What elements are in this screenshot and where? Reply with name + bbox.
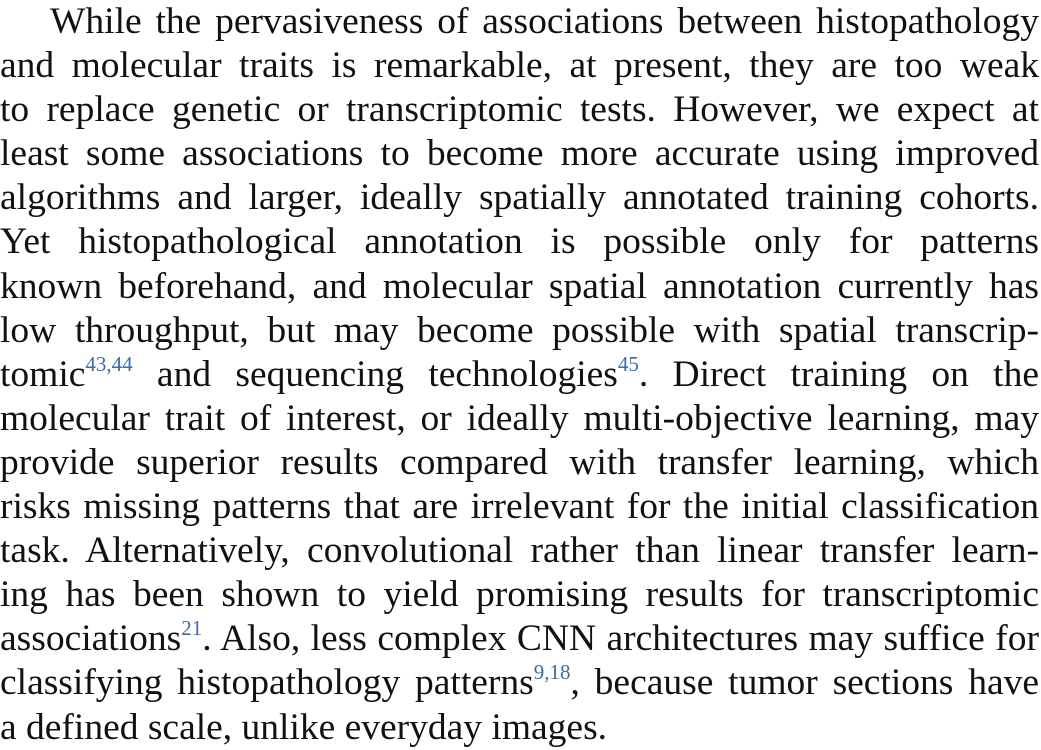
text-line: ing has been shown to yield promising re…	[0, 574, 1039, 616]
text-line: known beforehand, and molecular spatial …	[0, 265, 1039, 307]
text-segment: tomic	[0, 353, 86, 395]
text-segment: associations	[0, 618, 182, 660]
text-line: classifying histopathology patterns9,18,…	[0, 661, 1039, 705]
text-line: Yet histopathological annotation is poss…	[0, 221, 1039, 263]
text-segment: . Direct training on the	[638, 353, 1039, 395]
citation-link[interactable]: 21	[181, 616, 203, 641]
text-segment: . Also, less complex CNN architectures m…	[202, 618, 1039, 660]
text-line: a defined scale, unlike everyday images.	[0, 706, 608, 748]
text-line: to replace genetic or transcriptomic tes…	[0, 89, 1039, 131]
text-line: risks missing patterns that are irreleva…	[0, 486, 1039, 528]
text-line: tomic43,44 and sequencing technologies45…	[0, 353, 1039, 397]
citation-link[interactable]: 45	[617, 351, 639, 376]
text-segment: , because tumor sections have	[570, 662, 1039, 704]
text-line: associations21. Also, less complex CNN a…	[0, 617, 1039, 661]
text-line: and molecular traits is remarkable, at p…	[0, 45, 1039, 87]
text-segment: classifying histopathology patterns	[0, 662, 534, 704]
text-line: molecular trait of interest, or ideally …	[0, 397, 1039, 439]
text-line: least some associations to become more a…	[0, 133, 1039, 175]
text-line: task. Alternatively, convolutional rathe…	[0, 530, 1039, 572]
text-line: algorithms and larger, ideally spatially…	[0, 177, 1039, 219]
text-line: While the pervasiveness of associations …	[50, 1, 1039, 42]
text-segment: and sequencing technologies	[132, 353, 618, 395]
text-line: low throughput, but may become possible …	[0, 309, 1039, 351]
text-line: provide superior results compared with t…	[0, 441, 1039, 483]
citation-link[interactable]: 9,18	[533, 660, 571, 685]
citation-link[interactable]: 43,44	[85, 351, 133, 376]
